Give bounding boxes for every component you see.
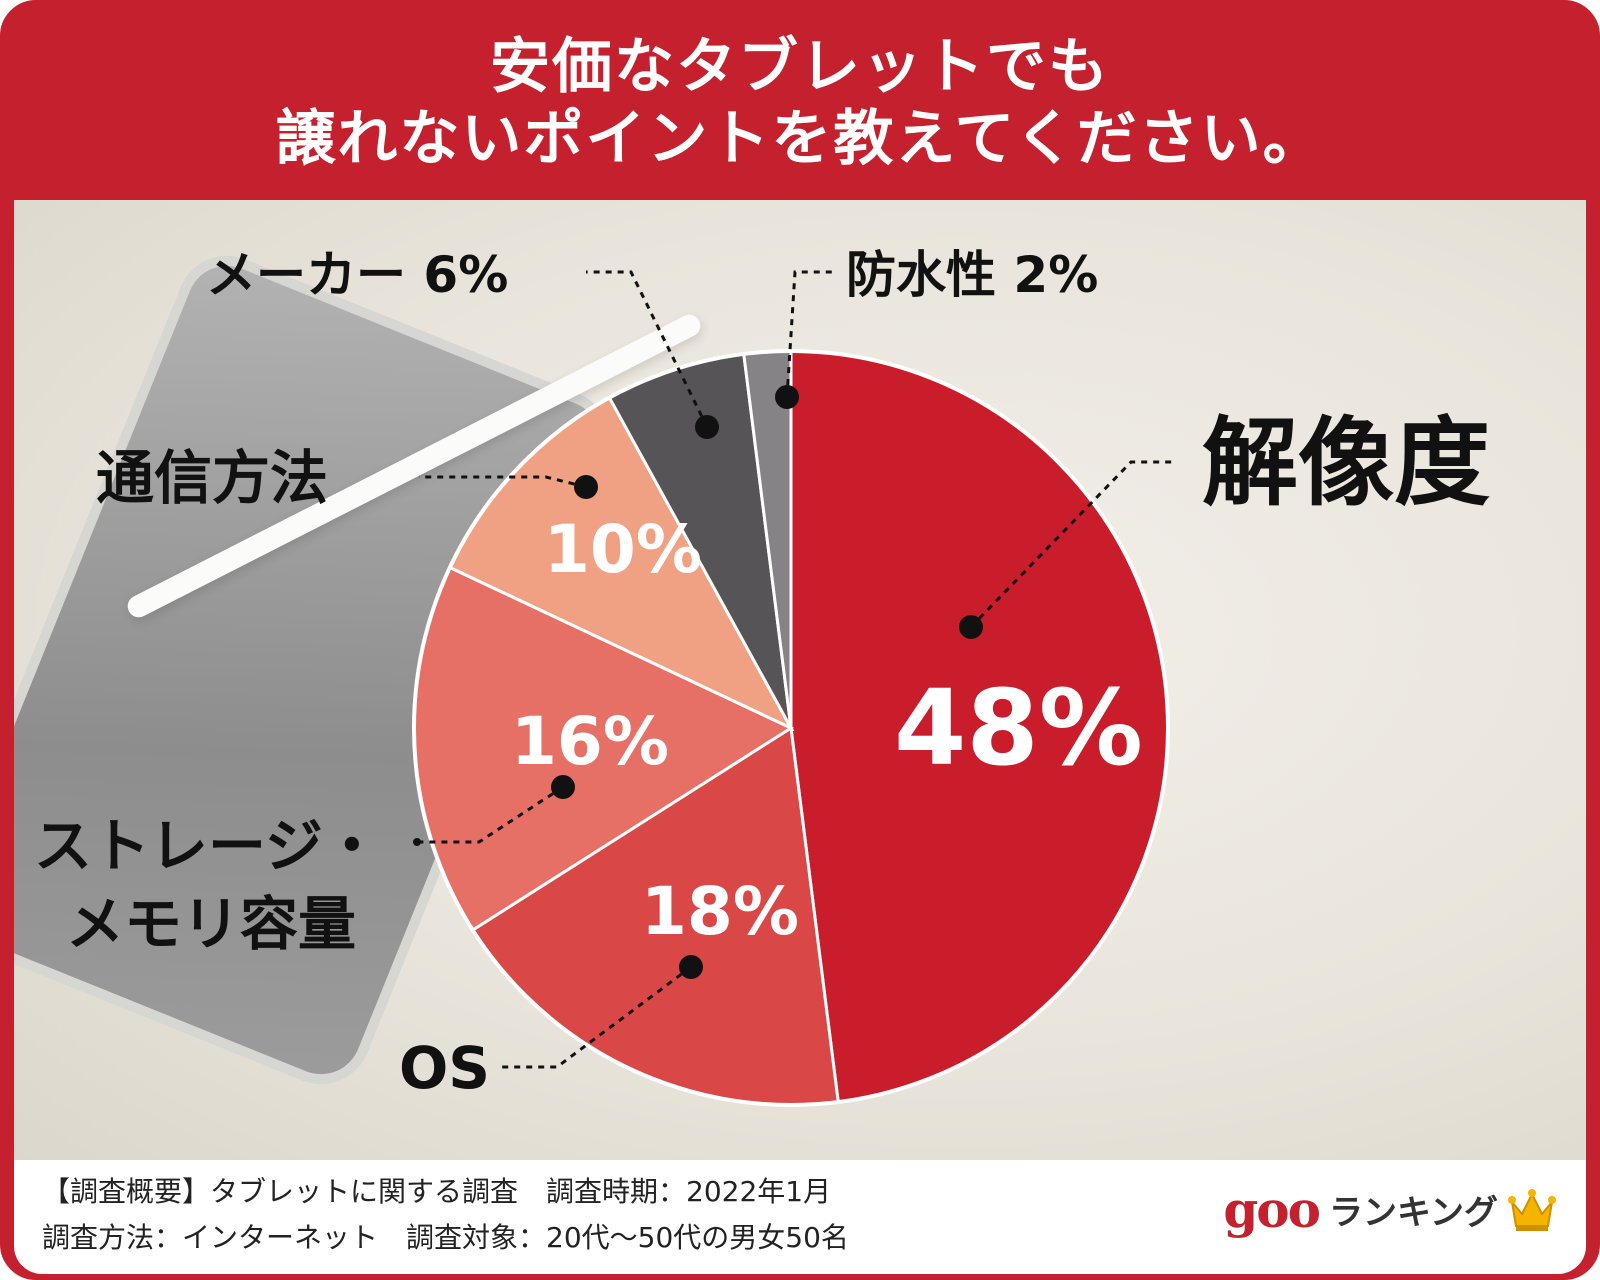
logo-ranking-text: ランキング [1329, 1193, 1498, 1233]
label-maker: メーカー 6% [206, 246, 508, 304]
leader-line-storage [419, 785, 564, 844]
value-label-resolution: 48% [894, 667, 1143, 789]
label-storage-line1: ストレージ・ [34, 812, 381, 880]
survey-summary-line-2: 調査方法：インターネット 調査対象：20代〜50代の男女50名 [42, 1221, 849, 1254]
leader-end-storage [413, 838, 421, 846]
leader-line-resolution [969, 460, 1172, 629]
label-communication: 通信方法 [96, 444, 328, 512]
leader-line-maker [586, 270, 709, 428]
value-label-os: 18% [641, 873, 799, 950]
label-storage-line2: メモリ容量 [66, 890, 356, 958]
value-label-communication: 10% [544, 511, 702, 588]
title-line-1: 安価なタブレットでも [490, 32, 1110, 102]
leader-line-communication [419, 475, 587, 489]
leader-dot-waterproof [775, 385, 799, 409]
leader-line-os [497, 965, 692, 1069]
crown-icon [1508, 1188, 1556, 1231]
label-resolution: 解像度 [1202, 407, 1490, 519]
goo-ranking-logo: goo ランキング [1223, 1180, 1556, 1239]
leader-lines [413, 270, 1172, 1069]
pie-chart: 解像度 OS ストレージ・ メモリ容量 通信方法 メーカー 6% 防水性 2% … [34, 246, 1490, 1107]
leader-dot-communication [574, 475, 598, 499]
category-labels: 解像度 OS ストレージ・ メモリ容量 通信方法 メーカー 6% 防水性 2% [34, 246, 1490, 1102]
pie-outline [412, 349, 1170, 1107]
value-labels: 48% 18% 16% 10% [511, 511, 1143, 950]
value-label-storage: 16% [511, 703, 669, 780]
title-line-2: 譲れないポイントを教えてください。 [275, 104, 1325, 174]
footer: 【調査概要】タブレットに関する調査 調査時期：2022年1月 調査方法：インター… [14, 1160, 1586, 1274]
leader-dot-os [679, 955, 703, 979]
pie-slices [412, 349, 1170, 1107]
leader-line-waterproof [785, 270, 832, 398]
leader-dot-maker [695, 415, 719, 439]
label-waterproof: 防水性 2% [846, 246, 1098, 304]
plot-area: 解像度 OS ストレージ・ メモリ容量 通信方法 メーカー 6% 防水性 2% … [14, 200, 1586, 1160]
label-os: OS [399, 1034, 490, 1102]
title-bar: 安価なタブレットでも 譲れないポイントを教えてください。 [6, 6, 1594, 200]
logo-goo-text: goo [1223, 1180, 1321, 1239]
leader-dot-resolution [959, 615, 983, 639]
leader-dot-storage [551, 775, 575, 799]
survey-summary-line-1: 【調査概要】タブレットに関する調査 調査時期：2022年1月 [42, 1175, 832, 1208]
